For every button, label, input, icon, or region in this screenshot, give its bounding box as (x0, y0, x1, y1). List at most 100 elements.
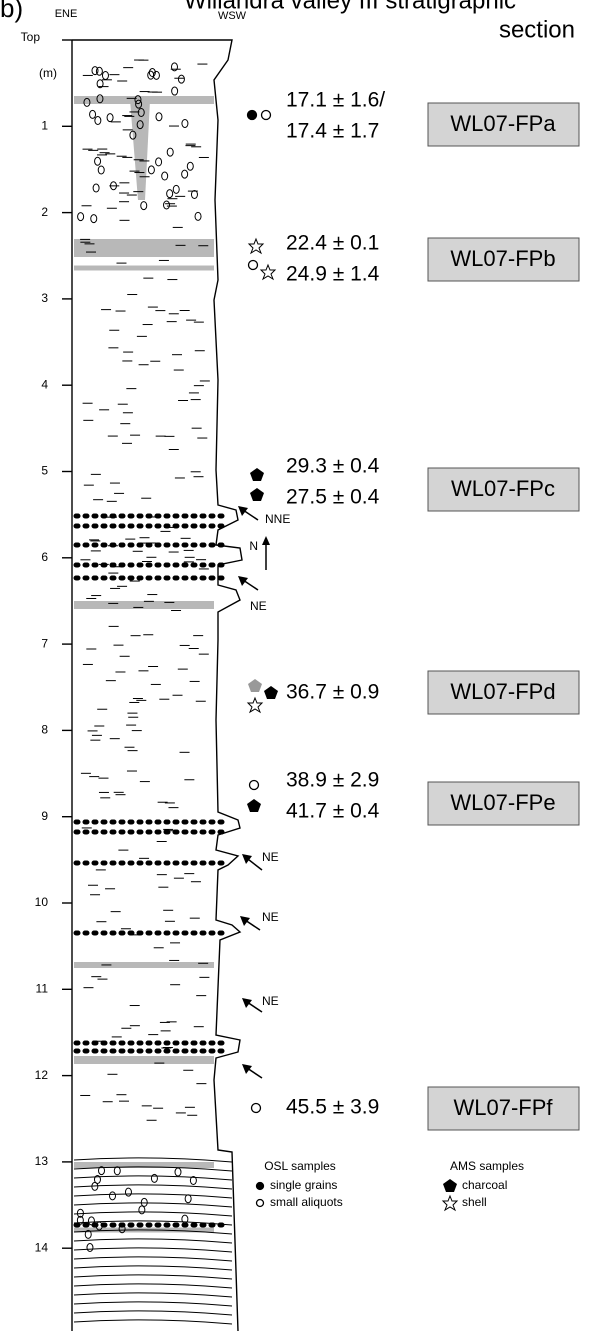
depth-label: 6 (41, 550, 48, 564)
depth-label: 8 (41, 723, 48, 737)
depth-label: 13 (35, 1154, 49, 1168)
pebble (96, 79, 104, 89)
depth-label: 5 (41, 464, 48, 478)
ams-charcoal-symbol (250, 468, 264, 481)
lens-line (73, 1166, 233, 1172)
date: 38.9 ± 2.9 (286, 769, 379, 792)
depth-label: 10 (35, 895, 49, 909)
pebble (140, 201, 148, 211)
pebble (161, 171, 169, 181)
sample-id: WL07-FPa (450, 111, 556, 136)
depth-unit: (m) (39, 66, 57, 80)
title: Willandra valley III stratigraphic (184, 0, 516, 14)
lens-line (73, 1310, 233, 1316)
gray-band (74, 1162, 214, 1168)
ams-shell-symbol (247, 237, 265, 255)
flow-arrowhead (238, 506, 248, 516)
depth-label: 9 (41, 809, 48, 823)
flow-arrowhead (242, 854, 252, 864)
pebble (137, 107, 145, 117)
ams-charcoal-symbol (264, 686, 278, 699)
date: 27.5 ± 0.4 (286, 486, 380, 509)
gray-band (74, 265, 214, 271)
sample-id: WL07-FPf (453, 1095, 553, 1120)
lens-line (73, 1202, 233, 1208)
pebble (181, 169, 189, 179)
flow-label: NE (262, 850, 279, 864)
ams-charcoal-symbol (247, 799, 261, 812)
depth-label: Top (21, 30, 41, 44)
lens-line (73, 1274, 233, 1280)
pebble (83, 97, 91, 107)
gray-band (74, 601, 214, 609)
pebble (86, 1243, 94, 1253)
flow-arrowhead (240, 916, 250, 926)
title-cont: section (499, 16, 575, 43)
lens-line (73, 1283, 233, 1289)
lithology (73, 59, 233, 1325)
pebble (98, 1166, 106, 1176)
osl-symbol (247, 259, 259, 271)
pebble (93, 1175, 101, 1185)
lens-line (73, 1229, 233, 1235)
sample-box (427, 102, 580, 147)
lens-line (73, 1238, 233, 1244)
depth-label: 3 (41, 291, 48, 305)
flow-label: N (249, 539, 258, 553)
pebble (194, 211, 202, 221)
osl-symbol (255, 1198, 265, 1208)
pebble (138, 1205, 146, 1215)
gray-band (74, 239, 214, 257)
ams-charcoal-symbol (443, 1179, 457, 1192)
pebble (101, 70, 109, 80)
pebble (136, 120, 144, 130)
pebble (134, 95, 142, 105)
sample-box (427, 781, 580, 826)
pebble (166, 147, 174, 157)
flow-arrowhead (242, 998, 252, 1008)
sample-box (427, 670, 580, 715)
pebble (124, 1187, 132, 1197)
ams-charcoal-symbol (250, 488, 264, 501)
pebble (186, 161, 194, 171)
date: 36.7 ± 0.9 (286, 681, 379, 704)
pebble (135, 99, 143, 109)
sample-box (427, 237, 580, 282)
depth-label: 2 (41, 205, 48, 219)
flow-arrowhead (242, 1064, 252, 1074)
pebble (147, 165, 155, 175)
pebble (177, 74, 185, 84)
pebble (147, 70, 155, 80)
sample-id: WL07-FPd (450, 679, 555, 704)
depth-label: 4 (41, 377, 48, 391)
pebble (106, 113, 114, 123)
pebble (109, 181, 117, 191)
lens-line (73, 1292, 233, 1298)
pebble (94, 116, 102, 126)
osl-symbol (248, 779, 260, 791)
legend-item: single grains (270, 1178, 337, 1192)
date: 45.5 ± 3.9 (286, 1096, 379, 1119)
date: 22.4 ± 0.1 (286, 232, 379, 255)
pebble (189, 1175, 197, 1185)
lens-line (73, 1211, 233, 1217)
sample-id: WL07-FPe (450, 790, 555, 815)
lens-line (73, 1247, 233, 1253)
ams-shell-symbol (246, 696, 264, 714)
pebble (184, 1194, 192, 1204)
flow-label: NNE (265, 512, 290, 526)
ams-shell-symbol (441, 1194, 459, 1212)
flow-label: NE (250, 599, 267, 613)
pebble (87, 1216, 95, 1226)
legend-item: charcoal (462, 1178, 507, 1192)
pebble (170, 62, 178, 72)
pebble (92, 183, 100, 193)
lens-line (73, 1265, 233, 1271)
pebble (96, 94, 104, 104)
gray-band (74, 1056, 214, 1064)
osl-symbol (260, 109, 272, 121)
pebble (97, 165, 105, 175)
pebble (77, 212, 85, 222)
